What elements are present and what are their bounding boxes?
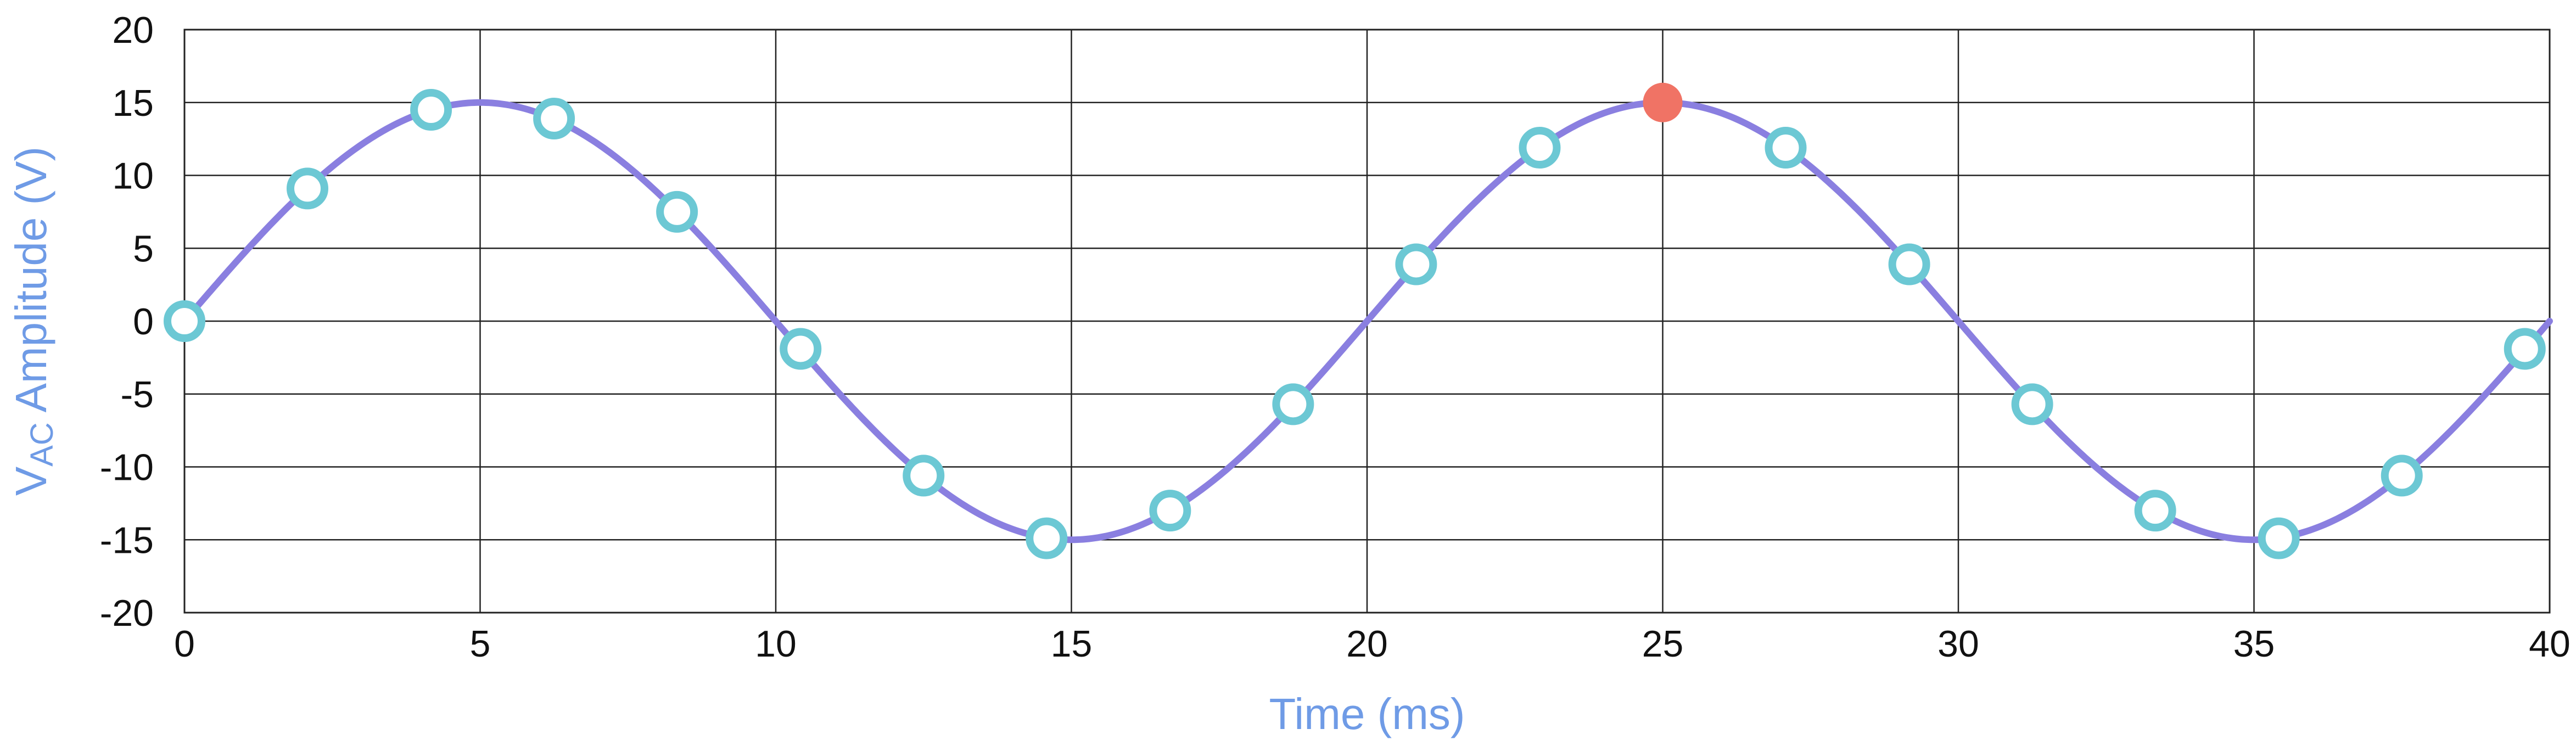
sample-point-marker [1149,490,1191,532]
sample-point-marker [2134,490,2176,532]
y-tick-label: 5 [133,228,154,270]
y-tick-label: 20 [112,9,154,51]
x-axis-ticks: 0 5 10 15 20 25 30 35 40 [174,623,2571,665]
sample-point-marker [780,328,822,370]
y-tick-label: -15 [100,519,154,561]
x-tick-label: 10 [755,623,797,665]
x-tick-label: 0 [174,623,195,665]
sample-point-marker [2258,517,2300,559]
sample-point-marker [1519,127,1561,169]
sample-point-marker [2504,328,2546,370]
sample-markers-group [164,82,2546,559]
sample-point-marker [410,89,452,131]
sample-point-marker [2381,455,2423,497]
sample-point-marker [164,300,205,342]
y-tick-label: 10 [112,155,154,197]
y-tick-label: -5 [121,374,154,416]
x-tick-label: 20 [1346,623,1388,665]
y-axis-label-rest: Amplitude (V) [7,147,55,422]
x-tick-label: 15 [1051,623,1093,665]
sample-point-marker [287,167,329,210]
sample-point-marker [1272,383,1314,425]
sample-point-marker [903,455,945,497]
sample-point-marker [656,190,698,233]
sample-point-marker [1395,243,1437,285]
y-tick-label: -20 [100,592,154,634]
x-tick-label: 5 [470,623,491,665]
y-axis-ticks: 20 15 10 5 0 -5 -10 -15 -20 [100,9,154,634]
y-axis-label: VAC Amplitude (V) [7,147,60,496]
x-tick-label: 30 [1937,623,1979,665]
peak-highlight-marker [1643,82,1683,122]
sample-point-marker [1765,127,1807,169]
y-tick-label: 15 [112,82,154,124]
x-tick-label: 25 [1642,623,1684,665]
y-axis-label-main: V [7,466,55,496]
sample-point-marker [533,97,575,139]
x-tick-label: 40 [2529,623,2571,665]
x-axis-label: Time (ms) [1269,689,1465,738]
sample-point-marker [2011,383,2053,425]
y-axis-label-subscript: AC [24,422,60,467]
y-tick-label: -10 [100,447,154,489]
sample-point-marker [1888,243,1930,285]
y-tick-label: 0 [133,301,154,343]
x-tick-label: 35 [2233,623,2275,665]
sample-point-marker [1026,517,1068,559]
